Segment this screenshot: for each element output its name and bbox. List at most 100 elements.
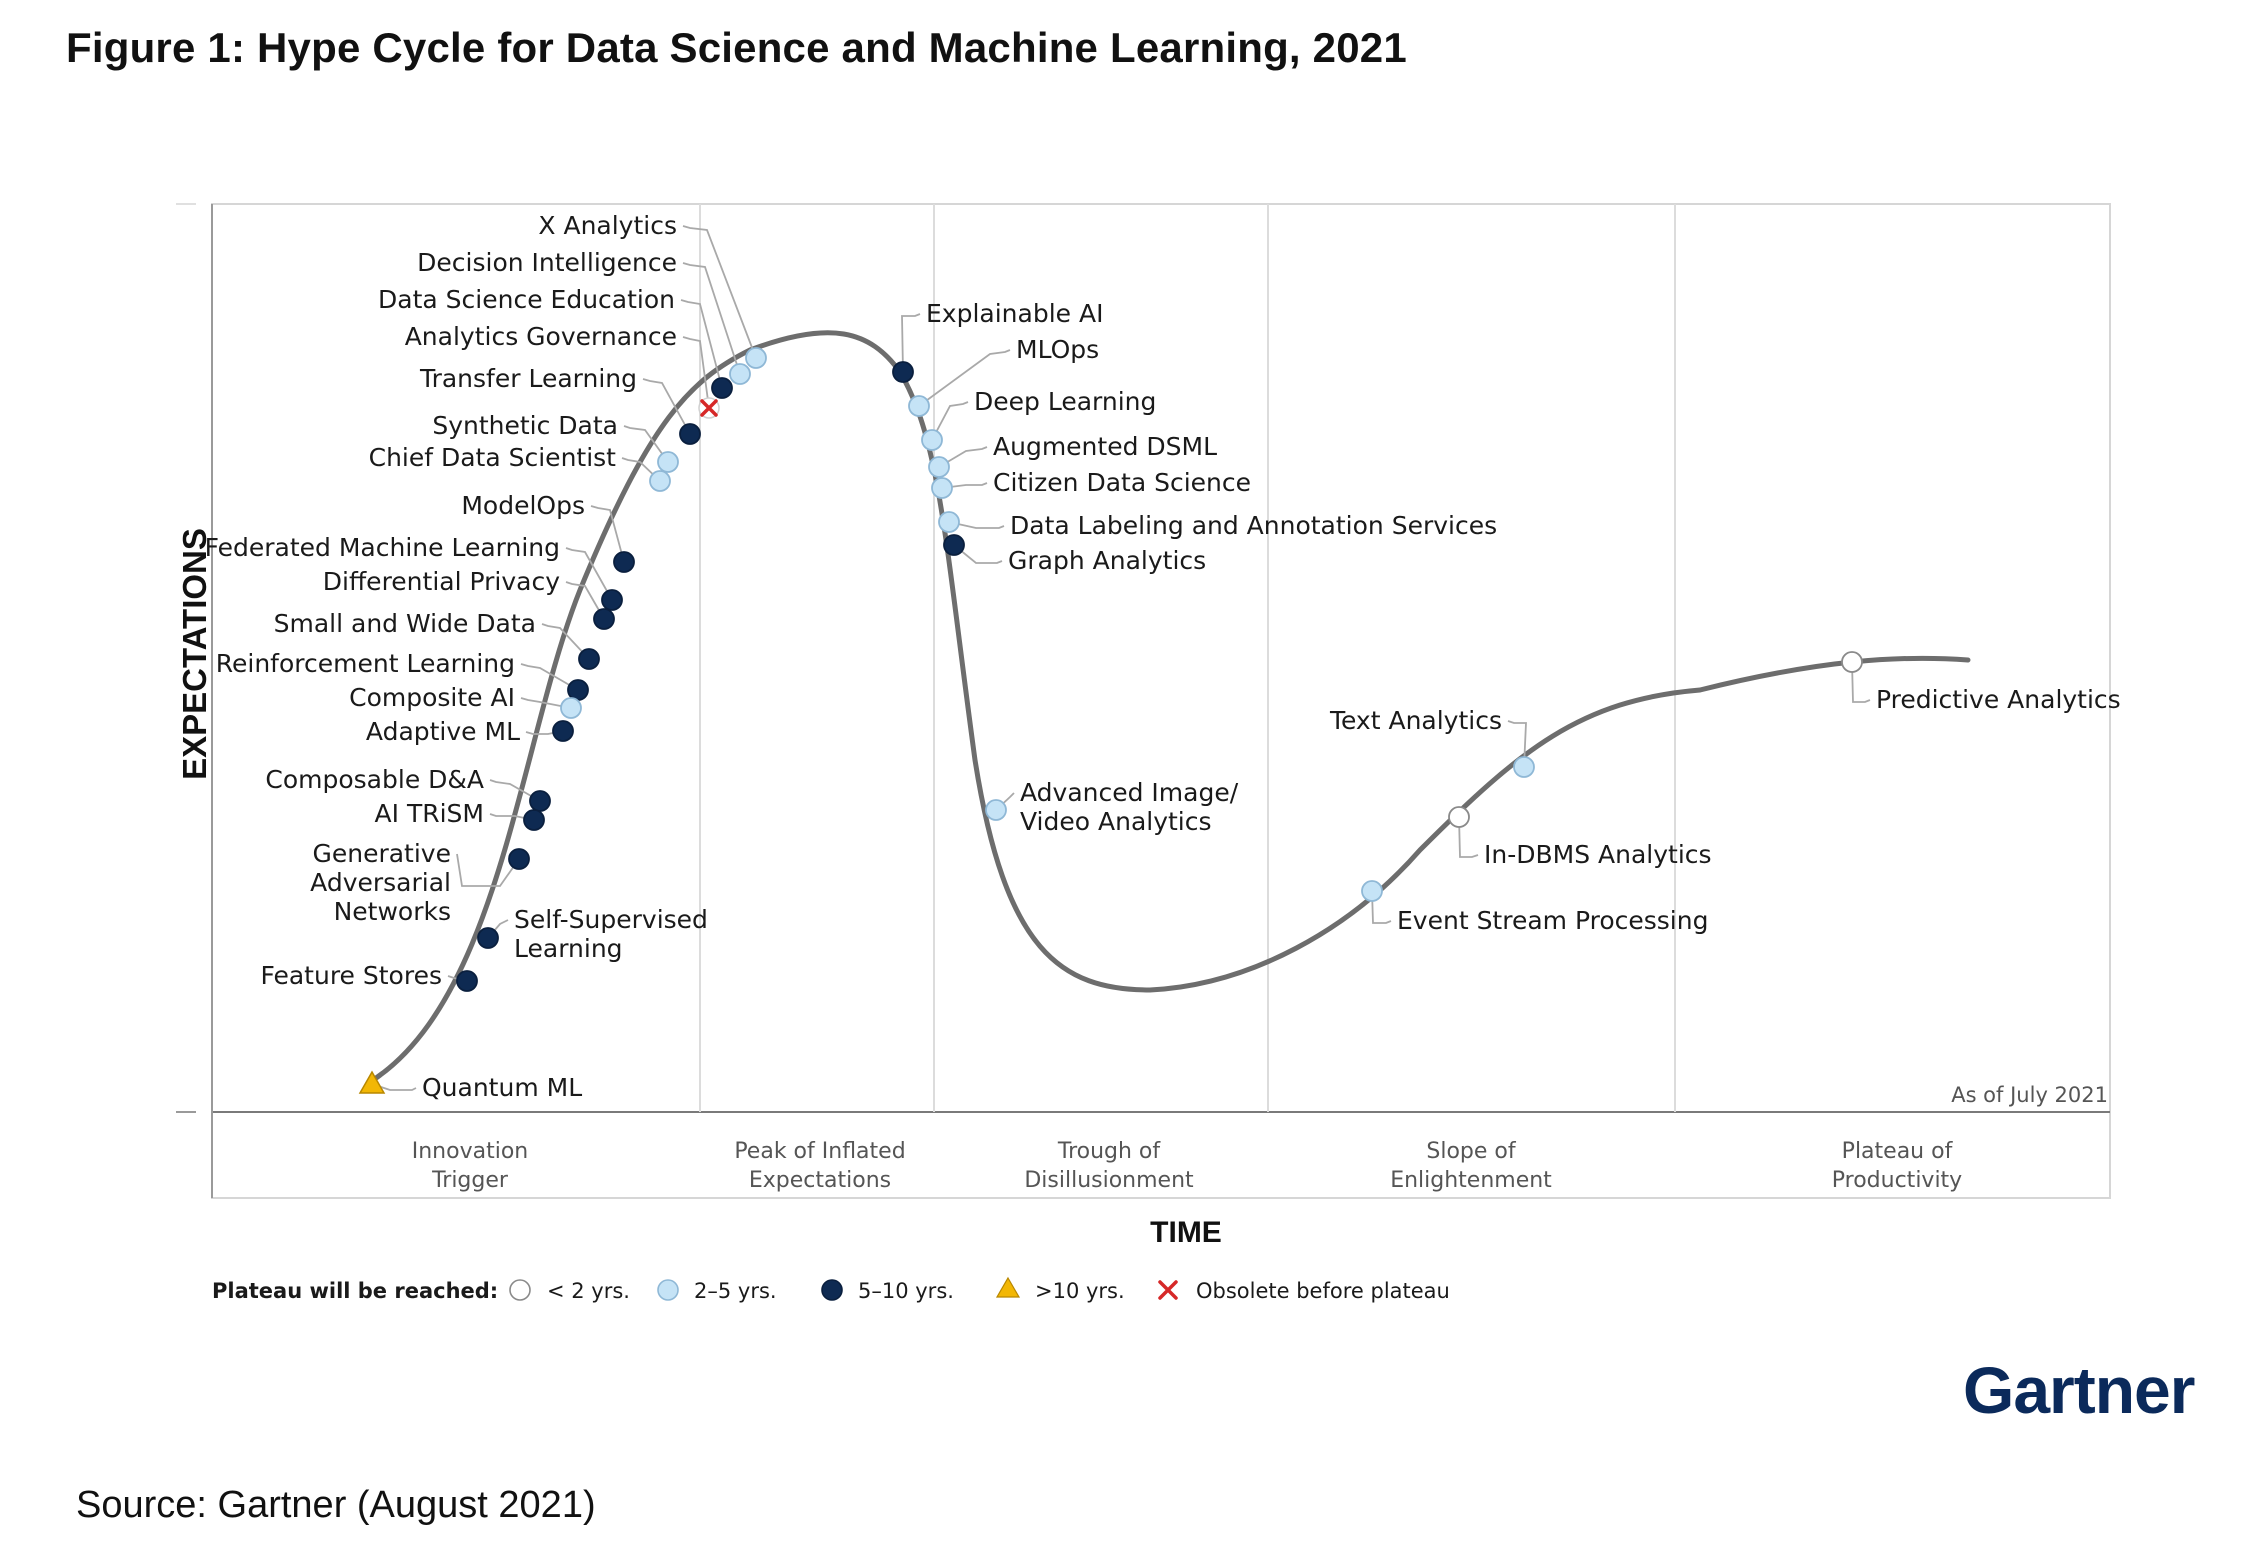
- legend-label-obsolete: Obsolete before plateau: [1196, 1279, 1450, 1303]
- legend-marker-gt10: [995, 1276, 1021, 1298]
- generative-adversarial-networks-marker: [508, 848, 530, 870]
- graph-analytics-marker: [943, 534, 965, 556]
- augmented-dsml-label: Augmented DSML: [993, 432, 1217, 461]
- deep-learning-label: Deep Learning: [974, 387, 1156, 416]
- advanced-image-video-analytics-marker: [985, 799, 1007, 821]
- graph-analytics-leader: [953, 544, 1003, 564]
- chief-data-scientist-marker: [649, 470, 671, 492]
- feature-stores-label: Feature Stores: [260, 961, 442, 990]
- legend-marker-2to5: [657, 1279, 679, 1301]
- data-labeling-and-annotation-services-label: Data Labeling and Annotation Services: [1010, 511, 1497, 540]
- citizen-data-science-marker: [931, 477, 953, 499]
- adaptive-ml-label: Adaptive ML: [366, 717, 520, 746]
- legend-marker-5to10: [821, 1279, 843, 1301]
- small-and-wide-data-marker: [578, 648, 600, 670]
- ai-trism-marker: [523, 809, 545, 831]
- legend-marker-lt2: [509, 1279, 531, 1301]
- phase-label-peak-of-inflated-expectations: Peak of Inflated Expectations: [734, 1139, 905, 1193]
- data-science-education-marker: [711, 377, 733, 399]
- transfer-learning-leader: [642, 378, 691, 435]
- analytics-governance-label: Analytics Governance: [405, 322, 677, 351]
- chief-data-scientist-leader: [621, 457, 661, 482]
- advanced-image-video-analytics-label: Advanced Image/Video Analytics: [1020, 778, 1239, 836]
- explainable-ai-label: Explainable AI: [926, 299, 1103, 328]
- synthetic-data-label: Synthetic Data: [432, 411, 618, 440]
- phase-label-innovation-trigger: Innovation Trigger: [412, 1139, 528, 1193]
- deep-learning-marker: [921, 429, 943, 451]
- x-axis-label: TIME: [1150, 1216, 1222, 1249]
- text-analytics-marker: [1513, 756, 1535, 778]
- federated-machine-learning-leader: [565, 547, 613, 601]
- modelops-label: ModelOps: [461, 491, 585, 520]
- differential-privacy-label: Differential Privacy: [323, 567, 560, 596]
- reinforcement-learning-marker: [567, 679, 589, 701]
- citizen-data-science-label: Citizen Data Science: [993, 468, 1251, 497]
- data-science-education-label: Data Science Education: [378, 285, 675, 314]
- decision-intelligence-label: Decision Intelligence: [417, 248, 677, 277]
- in-dbms-analytics-leader: [1458, 816, 1479, 858]
- chief-data-scientist-label: Chief Data Scientist: [369, 443, 617, 472]
- composite-ai-label: Composite AI: [349, 683, 515, 712]
- feature-stores-marker: [456, 970, 478, 992]
- citizen-data-science-leader: [941, 482, 988, 489]
- source-note: Source: Gartner (August 2021): [76, 1484, 596, 1526]
- figure-title: Figure 1: Hype Cycle for Data Science an…: [66, 24, 1407, 71]
- phase-labels: Innovation Trigger Peak of Inflated Expecta…: [412, 1139, 1962, 1193]
- graph-analytics-label: Graph Analytics: [1008, 546, 1206, 575]
- hype-curve: [367, 330, 1971, 1085]
- legend: Plateau will be reached: < 2 yrs. 2–5 yrs…: [212, 1276, 1450, 1303]
- composable-d-a-leader: [489, 779, 541, 802]
- generative-adversarial-networks-label: Generative Adversarial Networks: [310, 839, 451, 926]
- composable-d-a-marker: [529, 790, 551, 812]
- mlops-marker: [908, 395, 930, 417]
- federated-machine-learning-marker: [601, 589, 623, 611]
- y-axis-label: EXPECTATIONS: [176, 528, 213, 780]
- small-and-wide-data-leader: [541, 623, 590, 660]
- composite-ai-leader: [520, 697, 572, 709]
- quantum-ml-label: Quantum ML: [422, 1073, 582, 1102]
- event-stream-processing-leader: [1371, 890, 1392, 924]
- augmented-dsml-marker: [928, 456, 950, 478]
- legend-label-5to10: 5–10 yrs.: [858, 1279, 954, 1303]
- as-of-note: As of July 2021: [1951, 1083, 2108, 1107]
- analytics-governance-leader: [682, 336, 710, 409]
- event-stream-processing-marker: [1361, 880, 1383, 902]
- augmented-dsml-leader: [938, 446, 988, 468]
- generative-adversarial-networks-leader: [456, 853, 520, 887]
- differential-privacy-marker: [593, 608, 615, 630]
- predictive-analytics-leader: [1851, 661, 1871, 703]
- label-leaders: [371, 225, 1871, 1091]
- reinforcement-learning-label: Reinforcement Learning: [216, 649, 515, 678]
- x-analytics-label: X Analytics: [538, 211, 677, 240]
- explainable-ai-marker: [892, 361, 914, 383]
- small-and-wide-data-label: Small and Wide Data: [274, 609, 536, 638]
- synthetic-data-marker: [657, 451, 679, 473]
- in-dbms-analytics-label: In-DBMS Analytics: [1484, 840, 1712, 869]
- phase-label-trough-of-disillusionment: Trough of Disillusionment: [1024, 1139, 1194, 1193]
- quantum-ml-marker: [358, 1070, 386, 1094]
- technology-markers: [358, 347, 1863, 1094]
- in-dbms-analytics-marker: [1448, 806, 1470, 828]
- decision-intelligence-leader: [682, 262, 741, 375]
- phase-label-slope-of-enlightenment: Slope of Enlightenment: [1390, 1139, 1552, 1193]
- mlops-leader: [918, 349, 1011, 407]
- gartner-logo: Gartner: [1963, 1353, 2195, 1427]
- differential-privacy-leader: [565, 581, 605, 620]
- x-analytics-leader: [682, 225, 757, 359]
- technology-labels: X Analytics Decision Intelligence Data Sci…: [205, 211, 2121, 1102]
- text-analytics-label: Text Analytics: [1329, 706, 1502, 735]
- modelops-marker: [613, 551, 635, 573]
- hype-cycle-diagram: X Analytics Decision Intelligence Data Sci…: [176, 203, 2121, 1303]
- predictive-analytics-marker: [1841, 651, 1863, 673]
- legend-marker-obsolete: [1158, 1280, 1178, 1300]
- analytics-governance-marker: [698, 397, 720, 419]
- composite-ai-marker: [560, 697, 582, 719]
- reinforcement-learning-leader: [520, 663, 579, 691]
- transfer-learning-label: Transfer Learning: [419, 364, 637, 393]
- synthetic-data-leader: [623, 425, 669, 463]
- transfer-learning-marker: [679, 423, 701, 445]
- legend-label-lt2: < 2 yrs.: [547, 1279, 630, 1303]
- self-supervised-learning-label: Self-Supervised Learning: [514, 905, 708, 963]
- legend-title: Plateau will be reached:: [212, 1279, 498, 1303]
- predictive-analytics-label: Predictive Analytics: [1876, 685, 2121, 714]
